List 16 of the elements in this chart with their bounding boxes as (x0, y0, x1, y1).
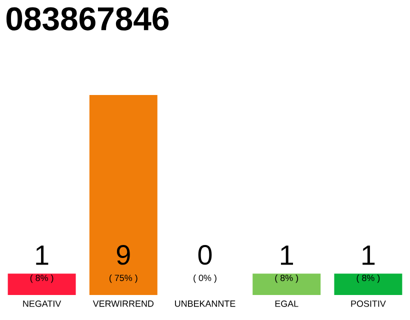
x-tick-label: NEGATIV (23, 300, 62, 307)
x-tick-label: UNBEKANNTE (175, 300, 236, 307)
data-label: ( 0% ) (194, 274, 216, 283)
annotation: 1 (36, 246, 48, 265)
annotation: 9 (116, 245, 130, 265)
x-tick-label: VERWIRREND (92, 300, 154, 307)
annotation: 1 (280, 246, 293, 265)
annotation: 1 (362, 246, 375, 265)
data-label: ( 8% ) (30, 274, 54, 283)
x-tick-label: POSITIV (351, 300, 386, 307)
data-label: ( 8% ) (275, 274, 298, 283)
data-label: ( 75% ) (110, 274, 138, 283)
x-tick-label: EGAL (275, 300, 298, 307)
annotation: 0 (198, 245, 212, 265)
chart-title: 083867846 (6, 7, 169, 31)
data-label: ( 8% ) (356, 274, 380, 283)
